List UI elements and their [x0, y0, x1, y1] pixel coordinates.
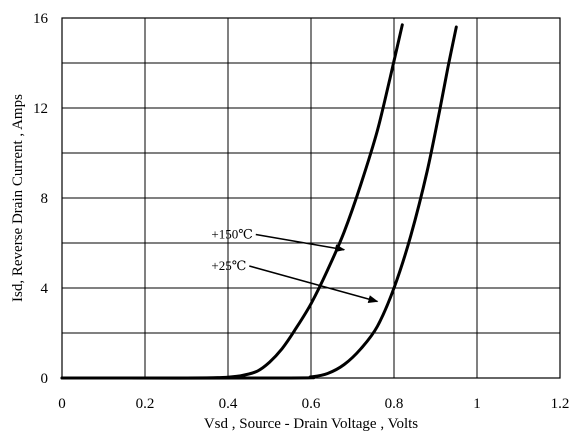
curves [60, 23, 458, 380]
annotation-arrow-1 [249, 265, 379, 303]
series-line-0 [60, 23, 404, 380]
tick-labels: 0 0.2 0.4 0.6 0.8 1 1.2 0 4 8 12 16 [33, 11, 569, 412]
annotations: +150℃ +25℃ [211, 227, 379, 303]
y-tick-label: 8 [41, 191, 49, 207]
x-tick-label: 1.2 [551, 396, 570, 412]
x-tick-label: 0.4 [219, 396, 238, 412]
y-tick-label: 0 [41, 371, 49, 387]
y-tick-label: 16 [33, 11, 49, 27]
x-tick-label: 0 [58, 396, 66, 412]
series-line-1 [60, 25, 458, 380]
x-axis-label: Vsd , Source - Drain Voltage , Volts [204, 416, 418, 432]
annotation-arrow-0 [255, 233, 346, 253]
y-axis-label: Isd, Reverse Drain Current , Amps [10, 94, 26, 302]
y-tick-label: 12 [33, 101, 48, 117]
x-tick-label: 0.8 [385, 396, 404, 412]
annotation-label-1: +25℃ [211, 258, 246, 273]
gridlines [62, 18, 560, 378]
annotation-label-0: +150℃ [211, 227, 252, 242]
x-tick-label: 0.2 [136, 396, 155, 412]
x-tick-label: 0.6 [302, 396, 321, 412]
y-tick-label: 4 [41, 281, 49, 297]
x-tick-label: 1 [473, 396, 481, 412]
